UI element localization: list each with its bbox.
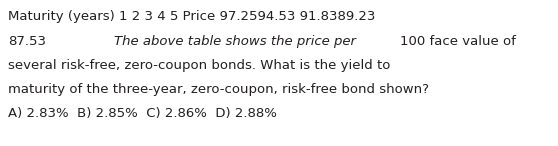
Text: Maturity (years) 1 2 3 4 5 Price 97.2594.53 91.8389.23: Maturity (years) 1 2 3 4 5 Price 97.2594… bbox=[8, 10, 376, 23]
Text: maturity of the three-year, zero-coupon, risk-free bond shown?: maturity of the three-year, zero-coupon,… bbox=[8, 83, 429, 96]
Text: A) 2.83%  B) 2.85%  C) 2.86%  D) 2.88%: A) 2.83% B) 2.85% C) 2.86% D) 2.88% bbox=[8, 107, 277, 120]
Text: The above table shows the price per: The above table shows the price per bbox=[114, 35, 356, 48]
Text: 100 face value of: 100 face value of bbox=[400, 35, 516, 48]
Text: several risk-free, zero-coupon bonds. What is the yield to: several risk-free, zero-coupon bonds. Wh… bbox=[8, 59, 391, 72]
Text: 87.53: 87.53 bbox=[8, 35, 46, 48]
